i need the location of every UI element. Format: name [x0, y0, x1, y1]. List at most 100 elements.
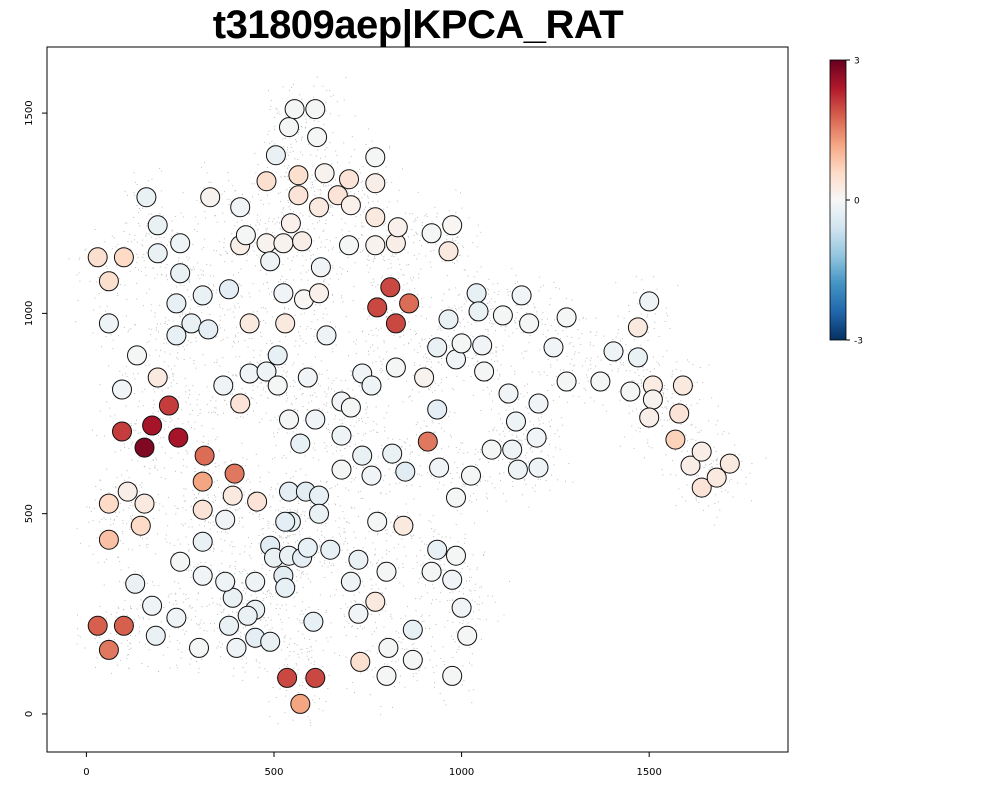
- background-cell-dot: [653, 276, 655, 278]
- background-cell-dot: [323, 229, 325, 231]
- background-cell-dot: [327, 411, 329, 413]
- background-cell-dot: [428, 520, 430, 522]
- background-cell-dot: [233, 274, 234, 276]
- background-cell-dot: [581, 333, 583, 335]
- background-cell-dot: [385, 511, 386, 513]
- background-cell-dot: [691, 448, 693, 450]
- background-cell-dot: [323, 281, 324, 283]
- background-cell-dot: [300, 576, 302, 578]
- background-cell-dot: [253, 357, 255, 358]
- background-cell-dot: [389, 147, 391, 149]
- background-cell-dot: [266, 353, 268, 355]
- background-cell-dot: [590, 364, 592, 366]
- background-cell-dot: [401, 446, 403, 448]
- background-cell-dot: [444, 626, 446, 628]
- background-cell-dot: [243, 568, 245, 570]
- background-cell-dot: [293, 279, 295, 281]
- background-cell-dot: [384, 223, 386, 225]
- background-cell-dot: [78, 272, 80, 274]
- background-cell-dot: [310, 200, 312, 202]
- background-cell-dot: [159, 503, 161, 505]
- background-cell-dot: [256, 254, 258, 256]
- background-cell-dot: [622, 364, 624, 366]
- background-cell-dot: [488, 314, 490, 316]
- background-cell-dot: [299, 613, 301, 615]
- background-cell-dot: [215, 439, 217, 440]
- background-cell-dot: [539, 374, 541, 376]
- background-cell-dot: [295, 470, 297, 472]
- background-cell-dot: [224, 221, 226, 223]
- background-cell-dot: [288, 536, 290, 538]
- background-cell-dot: [106, 401, 108, 403]
- background-cell-dot: [492, 323, 494, 325]
- background-cell-dot: [327, 429, 329, 430]
- background-cell-dot: [272, 220, 274, 222]
- background-cell-dot: [125, 366, 127, 368]
- background-cell-dot: [489, 322, 491, 324]
- background-cell-dot: [554, 433, 556, 435]
- background-cell-dot: [232, 675, 234, 677]
- background-cell-dot: [144, 266, 146, 268]
- background-cell-dot: [219, 254, 221, 255]
- background-cell-dot: [108, 491, 110, 493]
- background-cell-dot: [213, 481, 215, 483]
- background-cell-dot: [110, 518, 111, 520]
- background-cell-dot: [280, 619, 282, 621]
- background-cell-dot: [219, 570, 221, 572]
- background-cell-dot: [692, 364, 694, 366]
- background-cell-dot: [117, 243, 119, 245]
- background-cell-dot: [399, 582, 401, 584]
- background-cell-dot: [345, 656, 347, 658]
- background-cell-dot: [196, 440, 198, 442]
- background-cell-dot: [666, 350, 668, 352]
- background-cell-dot: [283, 370, 285, 372]
- background-cell-dot: [419, 465, 421, 467]
- background-cell-dot: [265, 382, 267, 383]
- background-cell-dot: [341, 234, 343, 236]
- background-cell-dot: [516, 304, 518, 306]
- background-cell-dot: [433, 536, 435, 538]
- background-cell-dot: [542, 284, 544, 286]
- background-cell-dot: [452, 600, 454, 601]
- background-cell-dot: [341, 390, 343, 392]
- background-cell-dot: [354, 225, 356, 227]
- background-cell-dot: [381, 557, 383, 559]
- background-cell-dot: [122, 509, 124, 511]
- background-cell-dot: [373, 421, 375, 423]
- background-cell-dot: [487, 328, 489, 330]
- background-cell-dot: [163, 237, 165, 239]
- background-cell-dot: [485, 496, 487, 498]
- background-cell-dot: [464, 484, 466, 486]
- background-cell-dot: [450, 350, 452, 352]
- background-cell-dot: [617, 315, 619, 317]
- background-cell-dot: [122, 533, 124, 535]
- background-cell-dot: [397, 515, 399, 516]
- background-cell-dot: [224, 399, 226, 401]
- background-cell-dot: [378, 356, 380, 358]
- background-cell-dot: [526, 452, 528, 454]
- background-cell-dot: [368, 350, 369, 352]
- background-cell-dot: [99, 384, 101, 386]
- background-cell-dot: [228, 484, 230, 486]
- background-cell-dot: [271, 342, 273, 344]
- background-cell-dot: [224, 329, 226, 331]
- background-cell-dot: [305, 271, 307, 273]
- background-cell-dot: [237, 509, 239, 511]
- background-cell-dot: [225, 531, 226, 533]
- background-cell-dot: [252, 311, 254, 313]
- background-cell-dot: [488, 310, 490, 312]
- background-cell-dot: [152, 518, 154, 519]
- background-cell-dot: [261, 567, 263, 569]
- background-cell-dot: [129, 642, 131, 644]
- background-cell-dot: [214, 215, 216, 217]
- background-cell-dot: [290, 209, 291, 211]
- background-cell-dot: [108, 365, 110, 367]
- background-cell-dot: [161, 170, 163, 172]
- background-cell-dot: [312, 183, 314, 185]
- background-cell-dot: [216, 647, 218, 649]
- background-cell-dot: [196, 404, 198, 406]
- background-cell-dot: [441, 358, 442, 359]
- background-cell-dot: [398, 534, 400, 536]
- background-cell-dot: [695, 475, 697, 477]
- background-cell-dot: [330, 636, 332, 638]
